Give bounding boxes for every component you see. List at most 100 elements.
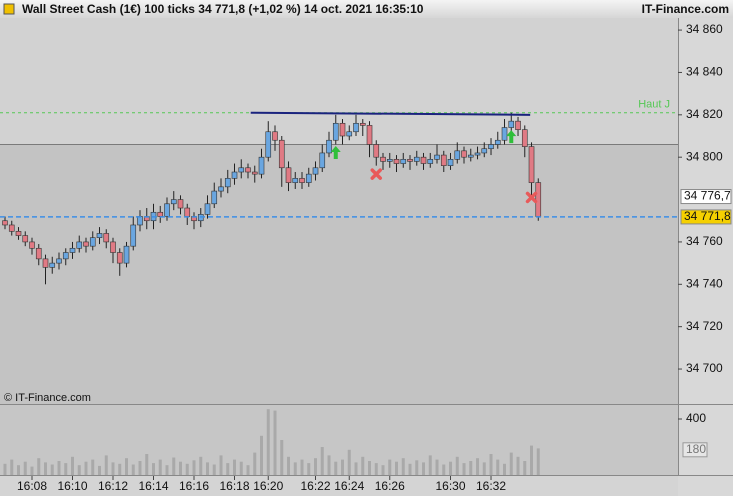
candle-body — [373, 144, 380, 158]
candle-body — [251, 171, 258, 175]
candle-body — [238, 167, 245, 173]
volume-bar — [165, 465, 169, 475]
y-tick-label: 34 860 — [686, 22, 723, 36]
volume-bar — [158, 459, 162, 475]
candle-body — [339, 122, 346, 137]
volume-bar — [395, 461, 399, 475]
volume-bar — [91, 459, 95, 475]
x-tick-label: 16:32 — [476, 479, 506, 493]
volume-bar — [476, 458, 480, 475]
candle-body — [292, 178, 299, 183]
x-tick-label: 16:26 — [375, 479, 405, 493]
volume-bar — [300, 459, 304, 475]
candle-body — [521, 129, 528, 147]
trendline — [250, 111, 531, 116]
candle-body — [56, 258, 62, 264]
volume-bar — [401, 458, 405, 475]
volume-bar — [280, 440, 284, 475]
candle-body — [508, 120, 515, 128]
brand: IT-Finance.com — [642, 2, 729, 16]
plot-upper — [0, 18, 678, 145]
volume-bar — [30, 466, 34, 475]
volume-panel — [0, 405, 678, 475]
volume-bar — [449, 461, 453, 475]
candle-body — [245, 167, 251, 173]
y-tick-label: 34 840 — [686, 65, 723, 79]
copyright: © IT-Finance.com — [4, 392, 91, 404]
candle-body — [83, 241, 89, 247]
volume-bar — [179, 461, 183, 475]
bid-label: 34 776,7 — [684, 189, 731, 203]
volume-last-box — [682, 442, 708, 458]
volume-bar — [381, 465, 385, 475]
candle-body — [184, 207, 191, 217]
candle-body — [265, 131, 272, 158]
volume-bar — [118, 463, 122, 475]
volume-bar — [84, 461, 88, 475]
candle-body — [218, 186, 224, 192]
candle-body — [157, 211, 164, 217]
candle-body — [116, 252, 123, 264]
x-tick-label: 16:12 — [98, 479, 128, 493]
x-tick-label: 16:14 — [138, 479, 168, 493]
volume-bar — [125, 458, 129, 475]
volume-bar — [442, 464, 446, 475]
volume-bar — [341, 459, 345, 475]
volume-bar — [314, 458, 318, 475]
volume-bar — [320, 447, 324, 475]
candle-body — [420, 156, 427, 164]
volume-bar — [64, 463, 68, 475]
price-axis-panel — [678, 18, 733, 496]
candle-body — [69, 247, 76, 253]
candle-body — [312, 167, 319, 175]
volume-bar — [415, 460, 419, 475]
candle-body — [110, 241, 116, 253]
volume-bar — [327, 455, 331, 475]
candle-body — [76, 241, 83, 249]
candle-body — [454, 150, 461, 160]
volume-bar — [293, 462, 297, 475]
volume-bar — [287, 456, 291, 475]
candle-body — [440, 154, 447, 166]
volume-bar — [97, 465, 101, 475]
volume-bar — [347, 449, 351, 475]
candle-body — [2, 220, 8, 226]
candle-body — [400, 159, 407, 164]
candle-body — [62, 252, 69, 260]
candle-body — [8, 224, 15, 232]
x-tick-label: 16:18 — [219, 479, 249, 493]
volume-bar — [523, 461, 527, 475]
candle-body — [224, 178, 231, 188]
volume-bar — [354, 462, 358, 475]
last-price-label: 34 771,8 — [684, 209, 731, 223]
volume-bar — [253, 452, 257, 475]
candle-body — [535, 182, 542, 217]
candle-body — [386, 159, 393, 162]
volume-bar — [530, 445, 534, 475]
candle-body — [447, 159, 454, 166]
volume-bar — [219, 455, 223, 475]
volume-bar — [368, 461, 372, 475]
volume-bar — [185, 463, 189, 475]
volume-bar — [23, 461, 27, 475]
volume-bar — [192, 460, 196, 475]
y-tick-label: 34 760 — [686, 234, 723, 248]
candle-body — [488, 144, 494, 150]
y-tick-label: 34 820 — [686, 107, 723, 121]
candle-body — [123, 245, 130, 264]
header-bar — [0, 0, 733, 18]
candle-body — [353, 122, 359, 133]
volume-bar — [212, 464, 216, 475]
candle-body — [326, 139, 332, 154]
volume-bar — [199, 456, 203, 475]
candle-body — [481, 148, 488, 154]
candle-body — [204, 203, 211, 215]
volume-tick-label: 400 — [686, 411, 706, 425]
volume-bar — [77, 465, 81, 475]
candle-body — [49, 262, 56, 268]
candle-body — [22, 235, 29, 243]
candle-body — [170, 199, 177, 205]
volume-bar — [226, 463, 230, 475]
last-price-box — [680, 209, 732, 225]
